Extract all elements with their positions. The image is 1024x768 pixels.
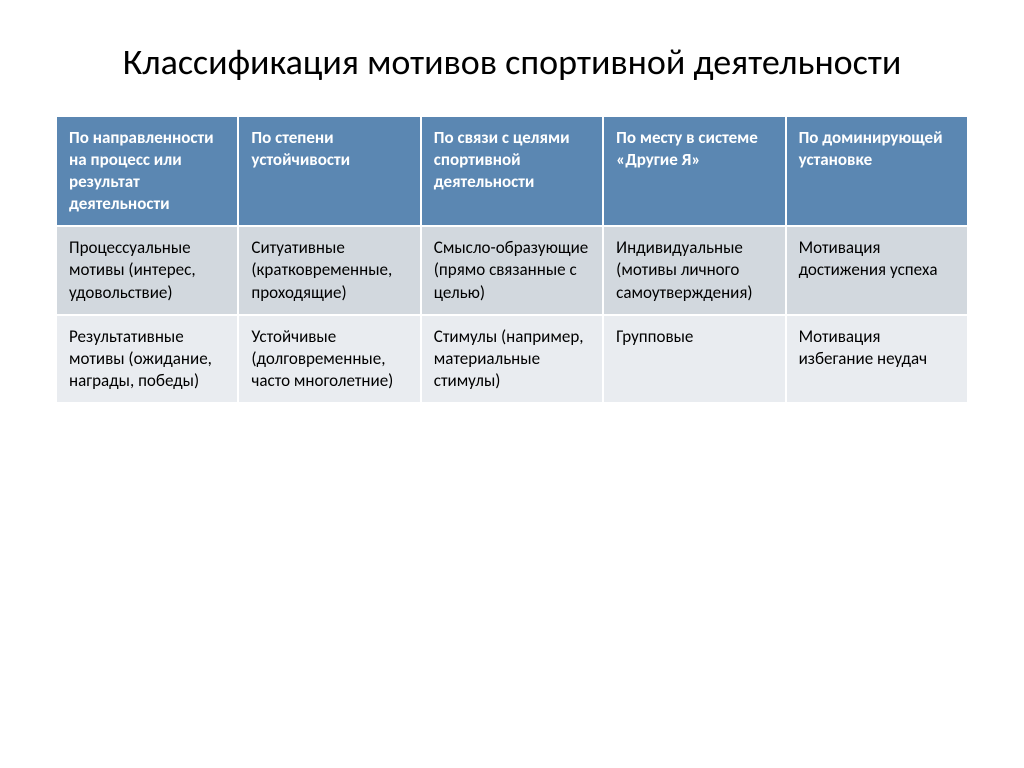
col-header: По направленности на процесс или результ…	[56, 116, 238, 226]
table-cell: Стимулы (например, материальные стимулы)	[421, 315, 603, 403]
table-cell: Процессуальные мотивы (интерес, удовольс…	[56, 226, 238, 314]
table-cell: Групповые	[603, 315, 785, 403]
table-cell: Мотивация избегание неудач	[786, 315, 968, 403]
col-header: По связи с целями спортивной деятельност…	[421, 116, 603, 226]
table-cell: Мотивация достижения успеха	[786, 226, 968, 314]
table-cell: Смысло-образующие (прямо связанные с цел…	[421, 226, 603, 314]
col-header: По степени устойчивости	[238, 116, 420, 226]
table-cell: Индивидуальные (мотивы личного самоутвер…	[603, 226, 785, 314]
col-header: По месту в системе «Другие Я»	[603, 116, 785, 226]
table-row: Процессуальные мотивы (интерес, удовольс…	[56, 226, 968, 314]
page-title: Классификация мотивов спортивной деятель…	[55, 40, 969, 85]
classification-table: По направленности на процесс или результ…	[55, 115, 969, 404]
col-header: По доминирующей установке	[786, 116, 968, 226]
table-header-row: По направленности на процесс или результ…	[56, 116, 968, 226]
table-row: Результативные мотивы (ожидание, награды…	[56, 315, 968, 403]
table-cell: Результативные мотивы (ожидание, награды…	[56, 315, 238, 403]
table-cell: Ситуативные (кратковременные, проходящие…	[238, 226, 420, 314]
table-cell: Устойчивые (долговременные, часто многол…	[238, 315, 420, 403]
